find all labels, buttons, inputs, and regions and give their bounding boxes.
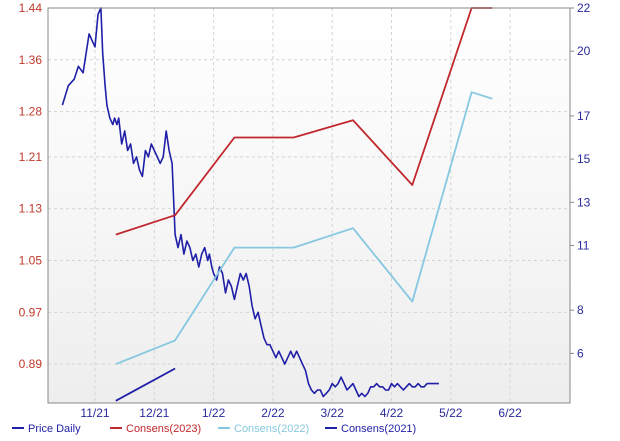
- legend: Price Daily Consens(2023) Consens(2022) Con…: [12, 423, 416, 435]
- right-tick-label: 15: [577, 152, 591, 166]
- right-tick-label: 17: [577, 109, 591, 123]
- left-axis-ticks: 1.44 1.36 1.28 1.21 1.13 1.05 0.97 0.89: [19, 1, 43, 371]
- x-tick-label: 11/21: [80, 406, 109, 420]
- x-tick-label: 6/22: [498, 406, 522, 420]
- right-tick-label: 8: [577, 303, 584, 317]
- series-line-consens-2021: [115, 367, 176, 402]
- x-tick-label: 12/21: [139, 406, 169, 420]
- legend-label: Price Daily: [28, 423, 81, 435]
- right-tick-label: 13: [577, 195, 591, 209]
- right-tick-label: 20: [577, 44, 591, 58]
- left-tick-label: 1.05: [19, 254, 43, 268]
- left-tick-label: 1.36: [19, 53, 43, 67]
- series-line-price-daily: [61, 7, 439, 398]
- left-tick-label: 1.28: [19, 105, 43, 119]
- legend-label: Consens(2021): [341, 423, 416, 435]
- right-tick-label: 6: [577, 346, 584, 360]
- x-tick-label: 4/22: [380, 406, 404, 420]
- series-line-consens-2023: [115, 7, 493, 236]
- legend-label: Consens(2022): [234, 423, 309, 435]
- left-tick-label: 1.21: [19, 150, 43, 164]
- x-axis-ticks: 11/21 12/21 1/22 2/22 3/22 4/22 5/22 6/22: [80, 406, 522, 420]
- series-line-consens-2022: [115, 91, 493, 365]
- left-tick-label: 1.13: [19, 202, 43, 216]
- left-tick-label: 0.97: [19, 305, 43, 319]
- legend-label: Consens(2023): [126, 423, 201, 435]
- left-tick-label: 0.89: [19, 357, 43, 371]
- series-layer: [61, 7, 493, 402]
- right-axis-ticks: 22 20 17 15 13 11 8 6: [570, 1, 591, 360]
- plot-frame: [47, 7, 571, 404]
- plot-background: [48, 8, 570, 403]
- x-tick-label: 2/22: [261, 406, 285, 420]
- right-tick-label: 11: [577, 238, 590, 252]
- x-tick-label: 3/22: [321, 406, 345, 420]
- right-tick-label: 22: [577, 1, 591, 15]
- x-tick-label: 5/22: [439, 406, 463, 420]
- left-tick-label: 1.44: [19, 1, 43, 15]
- grid-lines: [48, 7, 570, 403]
- x-tick-label: 1/22: [202, 406, 226, 420]
